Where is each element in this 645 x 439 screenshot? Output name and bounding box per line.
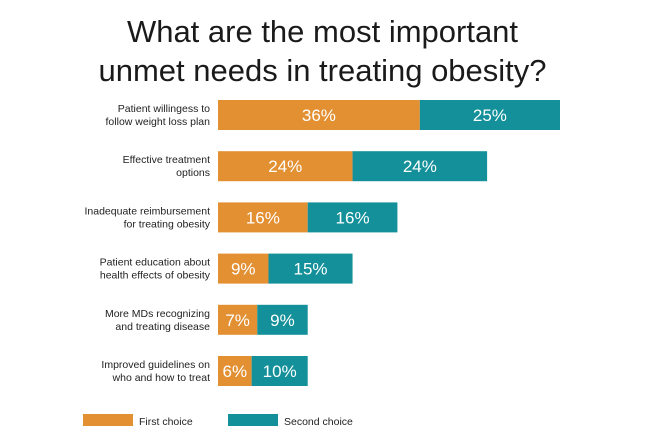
category-label: Patient willingess to follow weight loss …: [106, 103, 211, 128]
second-choice-value-label: 15%: [293, 260, 327, 279]
legend-label-first-choice: First choice: [139, 416, 193, 428]
category-label-line: Effective treatment: [123, 154, 210, 166]
legend-label-second-choice: Second choice: [284, 416, 353, 428]
category-label: Effective treatment options: [123, 154, 210, 179]
first-choice-value-label: 9%: [231, 260, 256, 279]
legend-swatch-second-choice: [228, 414, 278, 426]
category-label-line: Patient education about: [100, 257, 210, 269]
first-choice-bar: [218, 202, 308, 233]
first-choice-value-label: 6%: [223, 362, 248, 381]
category-label-line: follow weight loss plan: [106, 116, 211, 128]
first-choice-value-label: 16%: [246, 208, 280, 227]
chart-title: What are the most important unmet needs …: [0, 12, 645, 90]
second-choice-bar: [419, 100, 560, 130]
chart-title-line-1: What are the most important: [126, 14, 519, 49]
second-choice-bar: [257, 304, 308, 335]
first-choice-bar: [218, 356, 252, 386]
category-label: Patient education about health effects of…: [100, 257, 211, 282]
category-label-line: options: [176, 167, 210, 179]
category-label: Improved guidelines on who and how to tre…: [101, 359, 210, 384]
second-choice-bar: [307, 202, 398, 233]
category-label-line: Patient willingess to: [118, 103, 210, 115]
category-label-line: who and how to treat: [112, 372, 211, 384]
category-label-line: and treating disease: [115, 321, 210, 333]
second-choice-bar: [352, 151, 488, 182]
category-label-line: for treating obesity: [124, 218, 211, 230]
second-choice-bar: [251, 356, 308, 386]
chart-title-line-2: unmet needs in treating obesity?: [98, 53, 547, 88]
first-choice-bar: [218, 304, 258, 335]
first-choice-bar: [218, 151, 353, 182]
category-label-line: Inadequate reimbursement: [85, 205, 211, 217]
category-label-line: health effects of obesity: [100, 270, 211, 282]
category-label-line: More MDs recognizing: [105, 308, 210, 320]
legend-swatch-first-choice: [83, 414, 133, 426]
first-choice-bar: [218, 253, 269, 284]
category-label-line: Improved guidelines on: [101, 359, 210, 371]
first-choice-value-label: 24%: [268, 157, 302, 176]
category-label: More MDs recognizing and treating disease: [105, 308, 210, 333]
first-choice-bar: [218, 100, 420, 130]
first-choice-value-label: 36%: [302, 106, 336, 125]
second-choice-value-label: 16%: [336, 208, 370, 227]
first-choice-value-label: 7%: [225, 311, 250, 330]
second-choice-value-label: 24%: [403, 157, 437, 176]
second-choice-value-label: 10%: [263, 362, 297, 381]
second-choice-value-label: 9%: [270, 311, 295, 330]
second-choice-bar: [268, 253, 353, 284]
second-choice-value-label: 25%: [473, 106, 507, 125]
category-label: Inadequate reimbursement for treating obe…: [85, 205, 211, 230]
